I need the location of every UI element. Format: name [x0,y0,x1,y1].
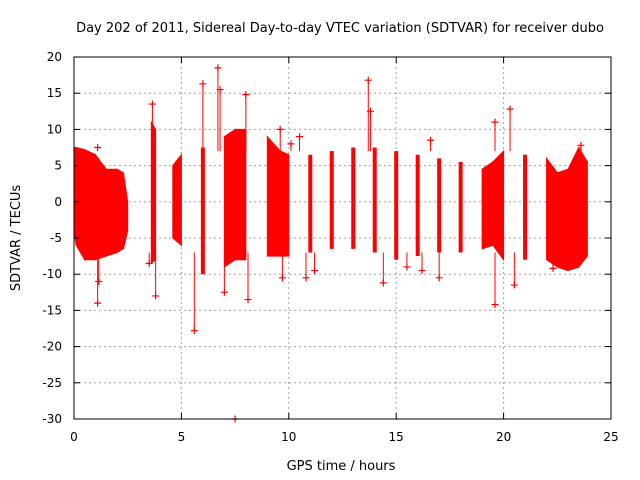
data-band-segment [75,146,86,262]
data-band-segment [116,168,124,254]
chart-title: Day 202 of 2011, Sidereal Day-to-day VTE… [76,21,604,36]
data-point-marker [506,105,514,113]
data-point-marker [95,277,103,285]
ticks: 0 5 10 15 20 25 -30 -25 -20 -15 -10 -5 0 5 10 15 20 [42,50,618,444]
data-point-marker [145,259,153,267]
data-point-marker [287,140,295,148]
data-band-burst [308,154,313,253]
data-point-marker [403,263,411,271]
data-band-burst [437,158,442,253]
data-point-marker [242,91,250,99]
data-band-segment [105,168,118,257]
data-band-burst [523,154,528,260]
data-point-marker [427,136,435,144]
data-band-burst [329,151,334,249]
x-tick-label: 20 [496,430,511,444]
data-band-burst [200,147,205,275]
x-tick-label: 25 [603,430,618,444]
data-band-segment [122,172,129,249]
y-tick-label: 20 [47,50,62,64]
data-band-segment [94,153,107,261]
data-point-marker [190,327,198,335]
data-band-burst [351,147,356,249]
data-point-marker [577,141,585,149]
y-tick-label: -5 [50,231,62,245]
x-tick-label: 5 [178,430,186,444]
data-point-marker [94,299,102,307]
data-band-segment [578,145,588,269]
data-band-burst [394,151,399,260]
data-point-marker [199,80,207,88]
data-point-marker [152,292,160,300]
data-point-marker [364,76,372,84]
data-band-burst [415,154,420,257]
data-series [73,120,588,275]
data-point-marker [366,107,374,115]
y-tick-label: 15 [47,86,62,100]
y-tick-label: -15 [42,303,62,317]
data-point-marker [214,64,222,72]
y-tick-label: -30 [42,412,62,426]
y-tick-label: -10 [42,267,62,281]
data-band-segment [279,150,290,257]
data-point-marker [244,296,252,304]
data-band-segment [84,148,96,261]
y-tick-label: 10 [47,122,62,136]
data-band-segment [567,147,580,272]
data-point-marker [276,125,284,133]
data-point-marker [435,274,443,282]
data-point-marker [491,118,499,126]
data-point-marker [510,281,518,289]
y-tick-label: -20 [42,340,62,354]
data-band-segment [234,128,247,261]
data-point-marker [491,301,499,309]
x-tick-label: 10 [281,430,296,444]
data-point-marker [148,100,156,108]
data-band-segment [492,149,505,262]
data-point-marker [278,274,286,282]
data-point-marker [418,267,426,275]
data-point-marker [549,264,557,272]
data-point-marker [311,267,319,275]
y-tick-label: 5 [54,159,62,173]
data-band-burst [372,147,377,253]
data-point-marker [379,279,387,287]
data-band-segment [481,161,494,250]
data-point-marker [296,133,304,141]
data-band-segment [556,168,569,272]
data-band-segment [223,128,236,268]
data-band-segment [172,153,182,247]
y-tick-label: 0 [54,195,62,209]
data-point-marker [220,288,228,296]
y-axis-title: SDTVAR / TECUs [9,185,24,292]
data-point-marker [216,86,224,94]
outliers [94,64,585,423]
x-axis-title: GPS time / hours [287,459,396,474]
data-band-burst [458,161,463,253]
y-tick-label: -25 [42,376,62,390]
data-band-segment [546,156,558,268]
data-point-marker [302,274,310,282]
data-band-segment [266,135,281,257]
x-tick-label: 15 [389,430,404,444]
data-point-marker [94,144,102,151]
x-tick-label: 0 [70,430,78,444]
